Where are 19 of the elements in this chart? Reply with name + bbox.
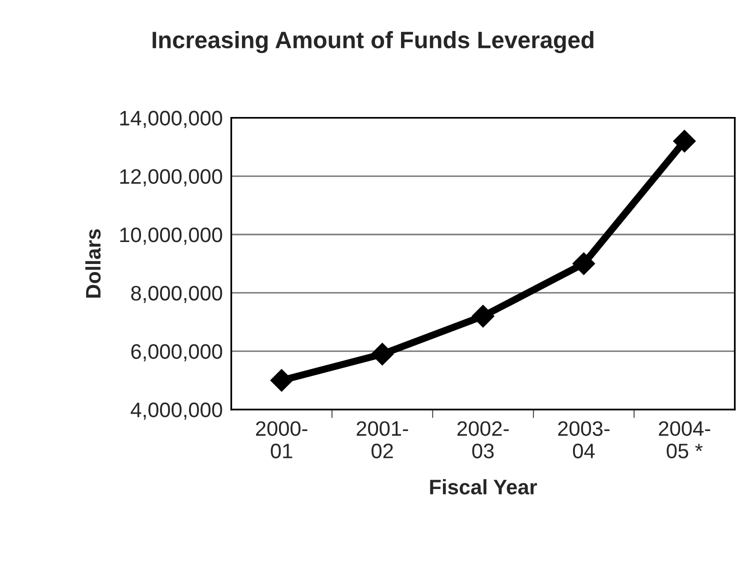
y-tick-label: 8,000,000 xyxy=(131,286,222,304)
y-axis-title: Dollars xyxy=(85,229,101,298)
point xyxy=(673,130,696,152)
y-tick-label: 10,000,000 xyxy=(120,228,222,245)
point xyxy=(472,304,494,328)
x-tick-label: 2001- 02 xyxy=(356,421,408,458)
chart-title: Increasing Amount of Funds Leveraged xyxy=(152,31,594,54)
y-tick-label: 6,000,000 xyxy=(131,344,222,362)
x-axis-title: Fiscal Year xyxy=(430,479,537,494)
y-tick-label: 4,000,000 xyxy=(130,402,222,420)
x-tick-label: 2004- 05 * xyxy=(658,421,710,458)
y-tick-label: 14,000,000 xyxy=(120,110,222,128)
point xyxy=(371,342,394,366)
x-tick-label: 2003- 04 xyxy=(558,421,610,458)
y-tick-label: 12,000,000 xyxy=(120,169,222,186)
x-tick-label: 2002- 03 xyxy=(457,421,509,458)
point xyxy=(572,252,596,275)
point xyxy=(270,369,293,392)
x-tick-label: 2000- 01 xyxy=(256,421,308,458)
